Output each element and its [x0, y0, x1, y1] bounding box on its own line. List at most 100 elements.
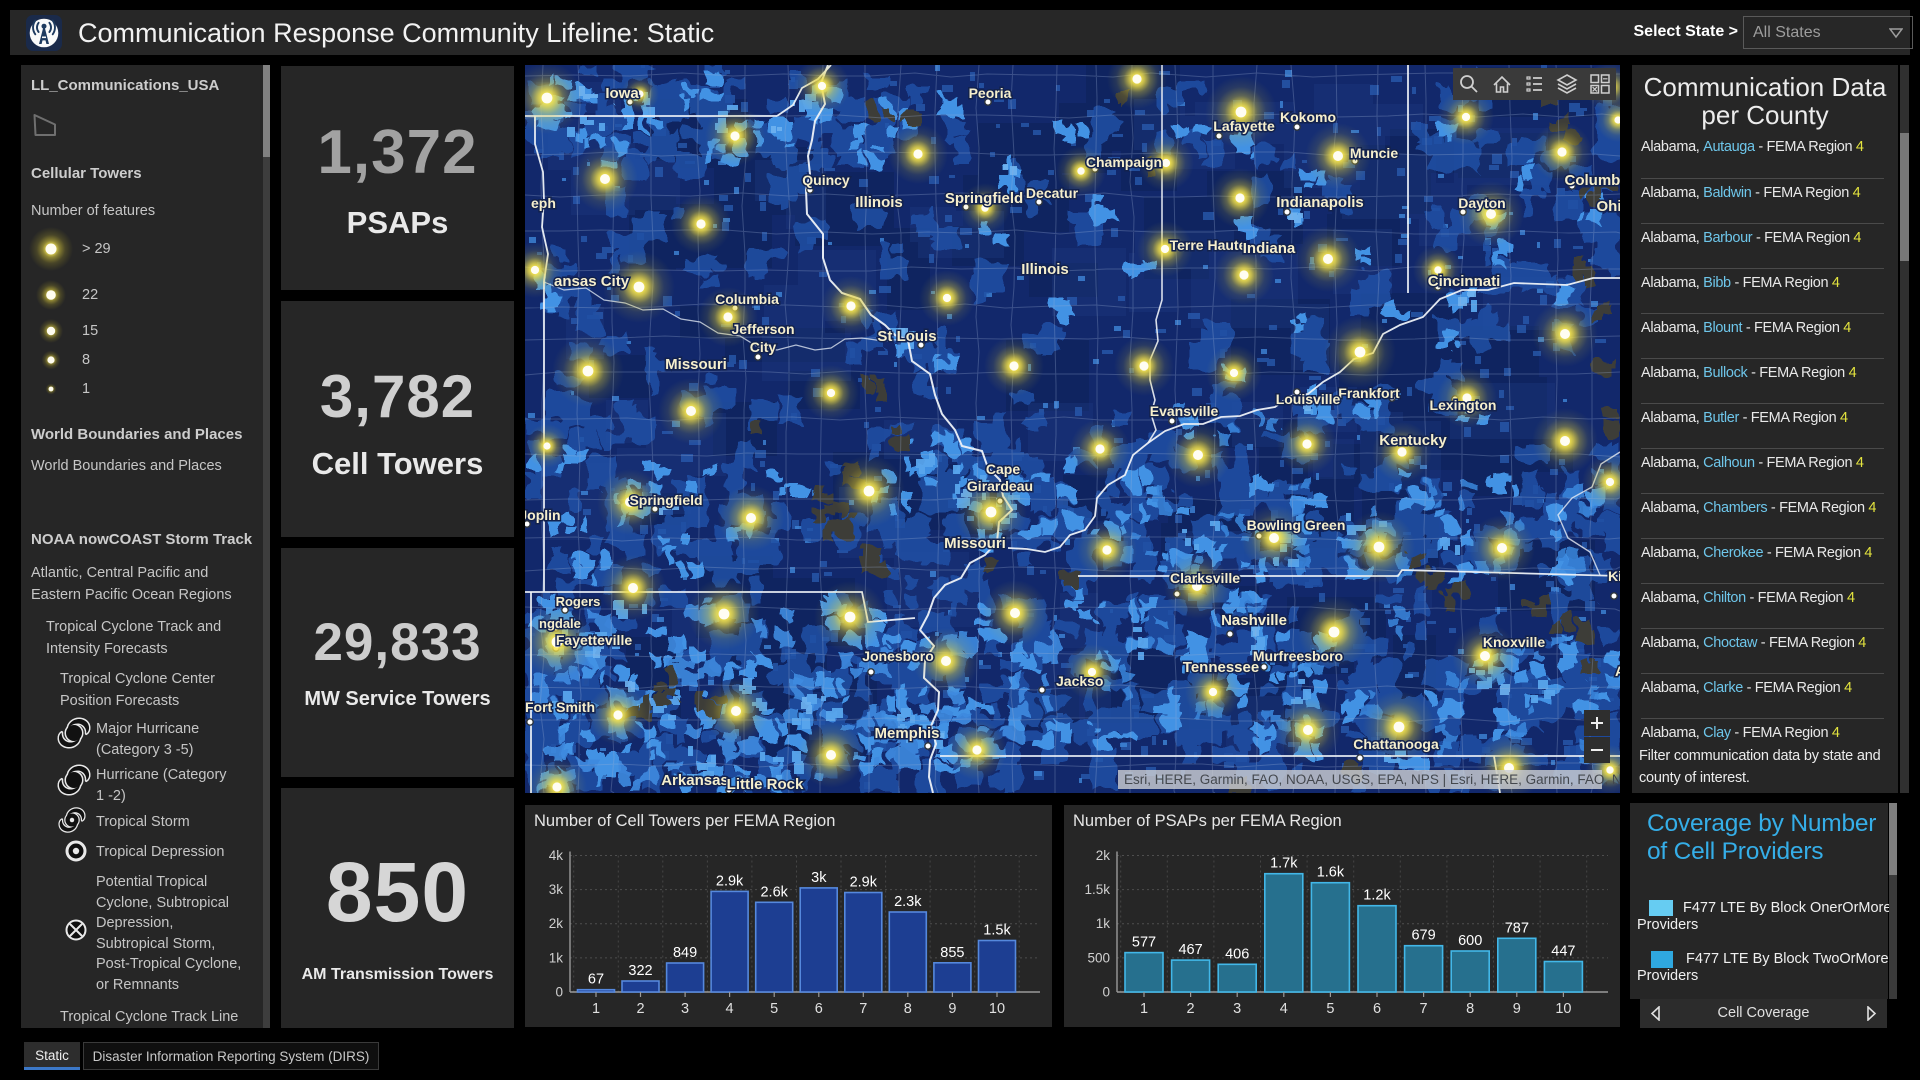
svg-text:Cape: Cape	[986, 461, 1020, 477]
svg-text:467: 467	[1178, 942, 1202, 958]
svg-text:Tennessee: Tennessee	[1183, 659, 1259, 676]
svg-text:Kingsp: Kingsp	[1608, 568, 1620, 584]
svg-text:Jackso: Jackso	[1056, 673, 1103, 689]
svg-text:ansas City: ansas City	[554, 273, 630, 290]
svg-text:Esri, HERE, Garmin, FAO, NOAA,: Esri, HERE, Garmin, FAO, NOAA, USGS, EPA…	[1124, 772, 1620, 787]
svg-text:8: 8	[1466, 1001, 1474, 1017]
svg-text:Evansville: Evansville	[1150, 403, 1219, 419]
svg-text:Decatur: Decatur	[1026, 185, 1079, 201]
svg-text:Rogers: Rogers	[556, 594, 601, 609]
svg-text:0: 0	[555, 985, 563, 1000]
svg-text:Little Rock: Little Rock	[727, 776, 804, 793]
svg-text:500: 500	[1087, 950, 1110, 965]
svg-text:Iowa: Iowa	[605, 85, 639, 102]
svg-text:10: 10	[1555, 1001, 1571, 1017]
svg-text:7: 7	[1420, 1001, 1428, 1017]
svg-text:2.9k: 2.9k	[850, 875, 878, 891]
svg-text:849: 849	[673, 945, 697, 961]
svg-text:3k: 3k	[811, 870, 827, 886]
svg-text:Jefferson: Jefferson	[731, 321, 794, 337]
svg-text:3: 3	[1233, 1001, 1241, 1017]
svg-text:1k: 1k	[1096, 916, 1111, 931]
svg-text:1.5k: 1.5k	[983, 923, 1011, 939]
svg-text:2.6k: 2.6k	[760, 884, 788, 900]
svg-text:787: 787	[1505, 920, 1529, 936]
svg-text:Missouri: Missouri	[665, 356, 727, 373]
svg-text:855: 855	[940, 945, 964, 961]
svg-text:1k: 1k	[549, 950, 564, 965]
svg-text:Dayton: Dayton	[1458, 195, 1505, 211]
svg-text:Illinois: Illinois	[855, 194, 903, 211]
svg-text:6: 6	[815, 1001, 823, 1017]
svg-text:1.5k: 1.5k	[1084, 882, 1110, 897]
svg-text:600: 600	[1458, 933, 1482, 949]
svg-text:Arkansas: Arkansas	[661, 772, 729, 789]
svg-text:2k: 2k	[549, 916, 564, 931]
svg-text:2.9k: 2.9k	[716, 873, 744, 889]
svg-text:577: 577	[1132, 935, 1156, 951]
svg-text:Number of Cell Towers per FEMA: Number of Cell Towers per FEMA Region	[534, 812, 835, 830]
svg-text:Fayetteville: Fayetteville	[556, 632, 632, 648]
svg-text:eph: eph	[531, 195, 556, 211]
svg-text:Louisville: Louisville	[1276, 391, 1341, 407]
svg-text:Knoxville: Knoxville	[1483, 634, 1545, 650]
svg-text:10: 10	[989, 1001, 1005, 1017]
svg-text:2: 2	[636, 1001, 644, 1017]
svg-text:1.6k: 1.6k	[1317, 865, 1345, 881]
svg-text:Lexington: Lexington	[1430, 397, 1497, 413]
svg-text:City: City	[750, 339, 777, 355]
svg-text:Chattanooga: Chattanooga	[1353, 736, 1439, 752]
svg-text:5: 5	[1326, 1001, 1334, 1017]
svg-text:Murfreesboro: Murfreesboro	[1253, 648, 1343, 664]
svg-text:Missouri: Missouri	[944, 535, 1006, 552]
svg-text:8: 8	[904, 1001, 912, 1017]
svg-text:2k: 2k	[1096, 848, 1111, 863]
svg-text:2.3k: 2.3k	[894, 894, 922, 910]
svg-text:Kentucky: Kentucky	[1379, 432, 1447, 449]
svg-text:Memphis: Memphis	[874, 725, 939, 742]
svg-text:Muncie: Muncie	[1350, 145, 1398, 161]
svg-text:Terre Haute: Terre Haute	[1170, 237, 1247, 253]
svg-text:Bowling Green: Bowling Green	[1247, 517, 1346, 533]
svg-text:Indianapolis: Indianapolis	[1276, 194, 1364, 211]
svg-text:ngdale: ngdale	[539, 616, 581, 631]
svg-text:Nashville: Nashville	[1221, 612, 1287, 629]
svg-text:5: 5	[770, 1001, 778, 1017]
svg-text:406: 406	[1225, 946, 1249, 962]
svg-text:Springfield: Springfield	[945, 190, 1023, 207]
svg-text:Quincy: Quincy	[802, 172, 850, 188]
svg-text:Springfield: Springfield	[629, 492, 702, 508]
svg-text:1.2k: 1.2k	[1363, 888, 1391, 904]
svg-text:9: 9	[1513, 1001, 1521, 1017]
svg-text:Jonesboro: Jonesboro	[862, 648, 934, 664]
svg-text:Peoria: Peoria	[969, 85, 1012, 101]
svg-text:Columbu: Columbu	[1565, 172, 1621, 189]
svg-text:3k: 3k	[549, 882, 564, 897]
svg-text:4: 4	[726, 1001, 734, 1017]
svg-text:1.7k: 1.7k	[1270, 856, 1298, 872]
svg-text:9: 9	[948, 1001, 956, 1017]
svg-text:St Louis: St Louis	[877, 328, 936, 345]
svg-text:0: 0	[1102, 985, 1110, 1000]
svg-text:1: 1	[1140, 1001, 1148, 1017]
svg-text:Columbia: Columbia	[715, 291, 779, 307]
svg-text:Lafayette: Lafayette	[1213, 118, 1275, 134]
svg-text:4k: 4k	[549, 848, 564, 863]
svg-text:Illinois: Illinois	[1021, 261, 1069, 278]
svg-text:Ohi: Ohi	[1597, 198, 1621, 215]
svg-text:4: 4	[1280, 1001, 1288, 1017]
svg-text:A: A	[1615, 663, 1620, 679]
svg-text:Number of PSAPs per FEMA Regio: Number of PSAPs per FEMA Region	[1073, 812, 1342, 830]
svg-text:2: 2	[1187, 1001, 1195, 1017]
svg-text:6: 6	[1373, 1001, 1381, 1017]
svg-text:Frankfort: Frankfort	[1338, 385, 1400, 401]
svg-text:67: 67	[588, 972, 604, 988]
svg-text:1: 1	[592, 1001, 600, 1017]
svg-text:Joplin: Joplin	[525, 507, 561, 523]
svg-text:Champaign: Champaign	[1086, 154, 1162, 170]
svg-text:322: 322	[628, 963, 652, 979]
svg-text:447: 447	[1551, 944, 1575, 960]
svg-text:Indiana: Indiana	[1243, 240, 1296, 257]
svg-text:Clarksville: Clarksville	[1170, 570, 1240, 586]
svg-text:3: 3	[681, 1001, 689, 1017]
